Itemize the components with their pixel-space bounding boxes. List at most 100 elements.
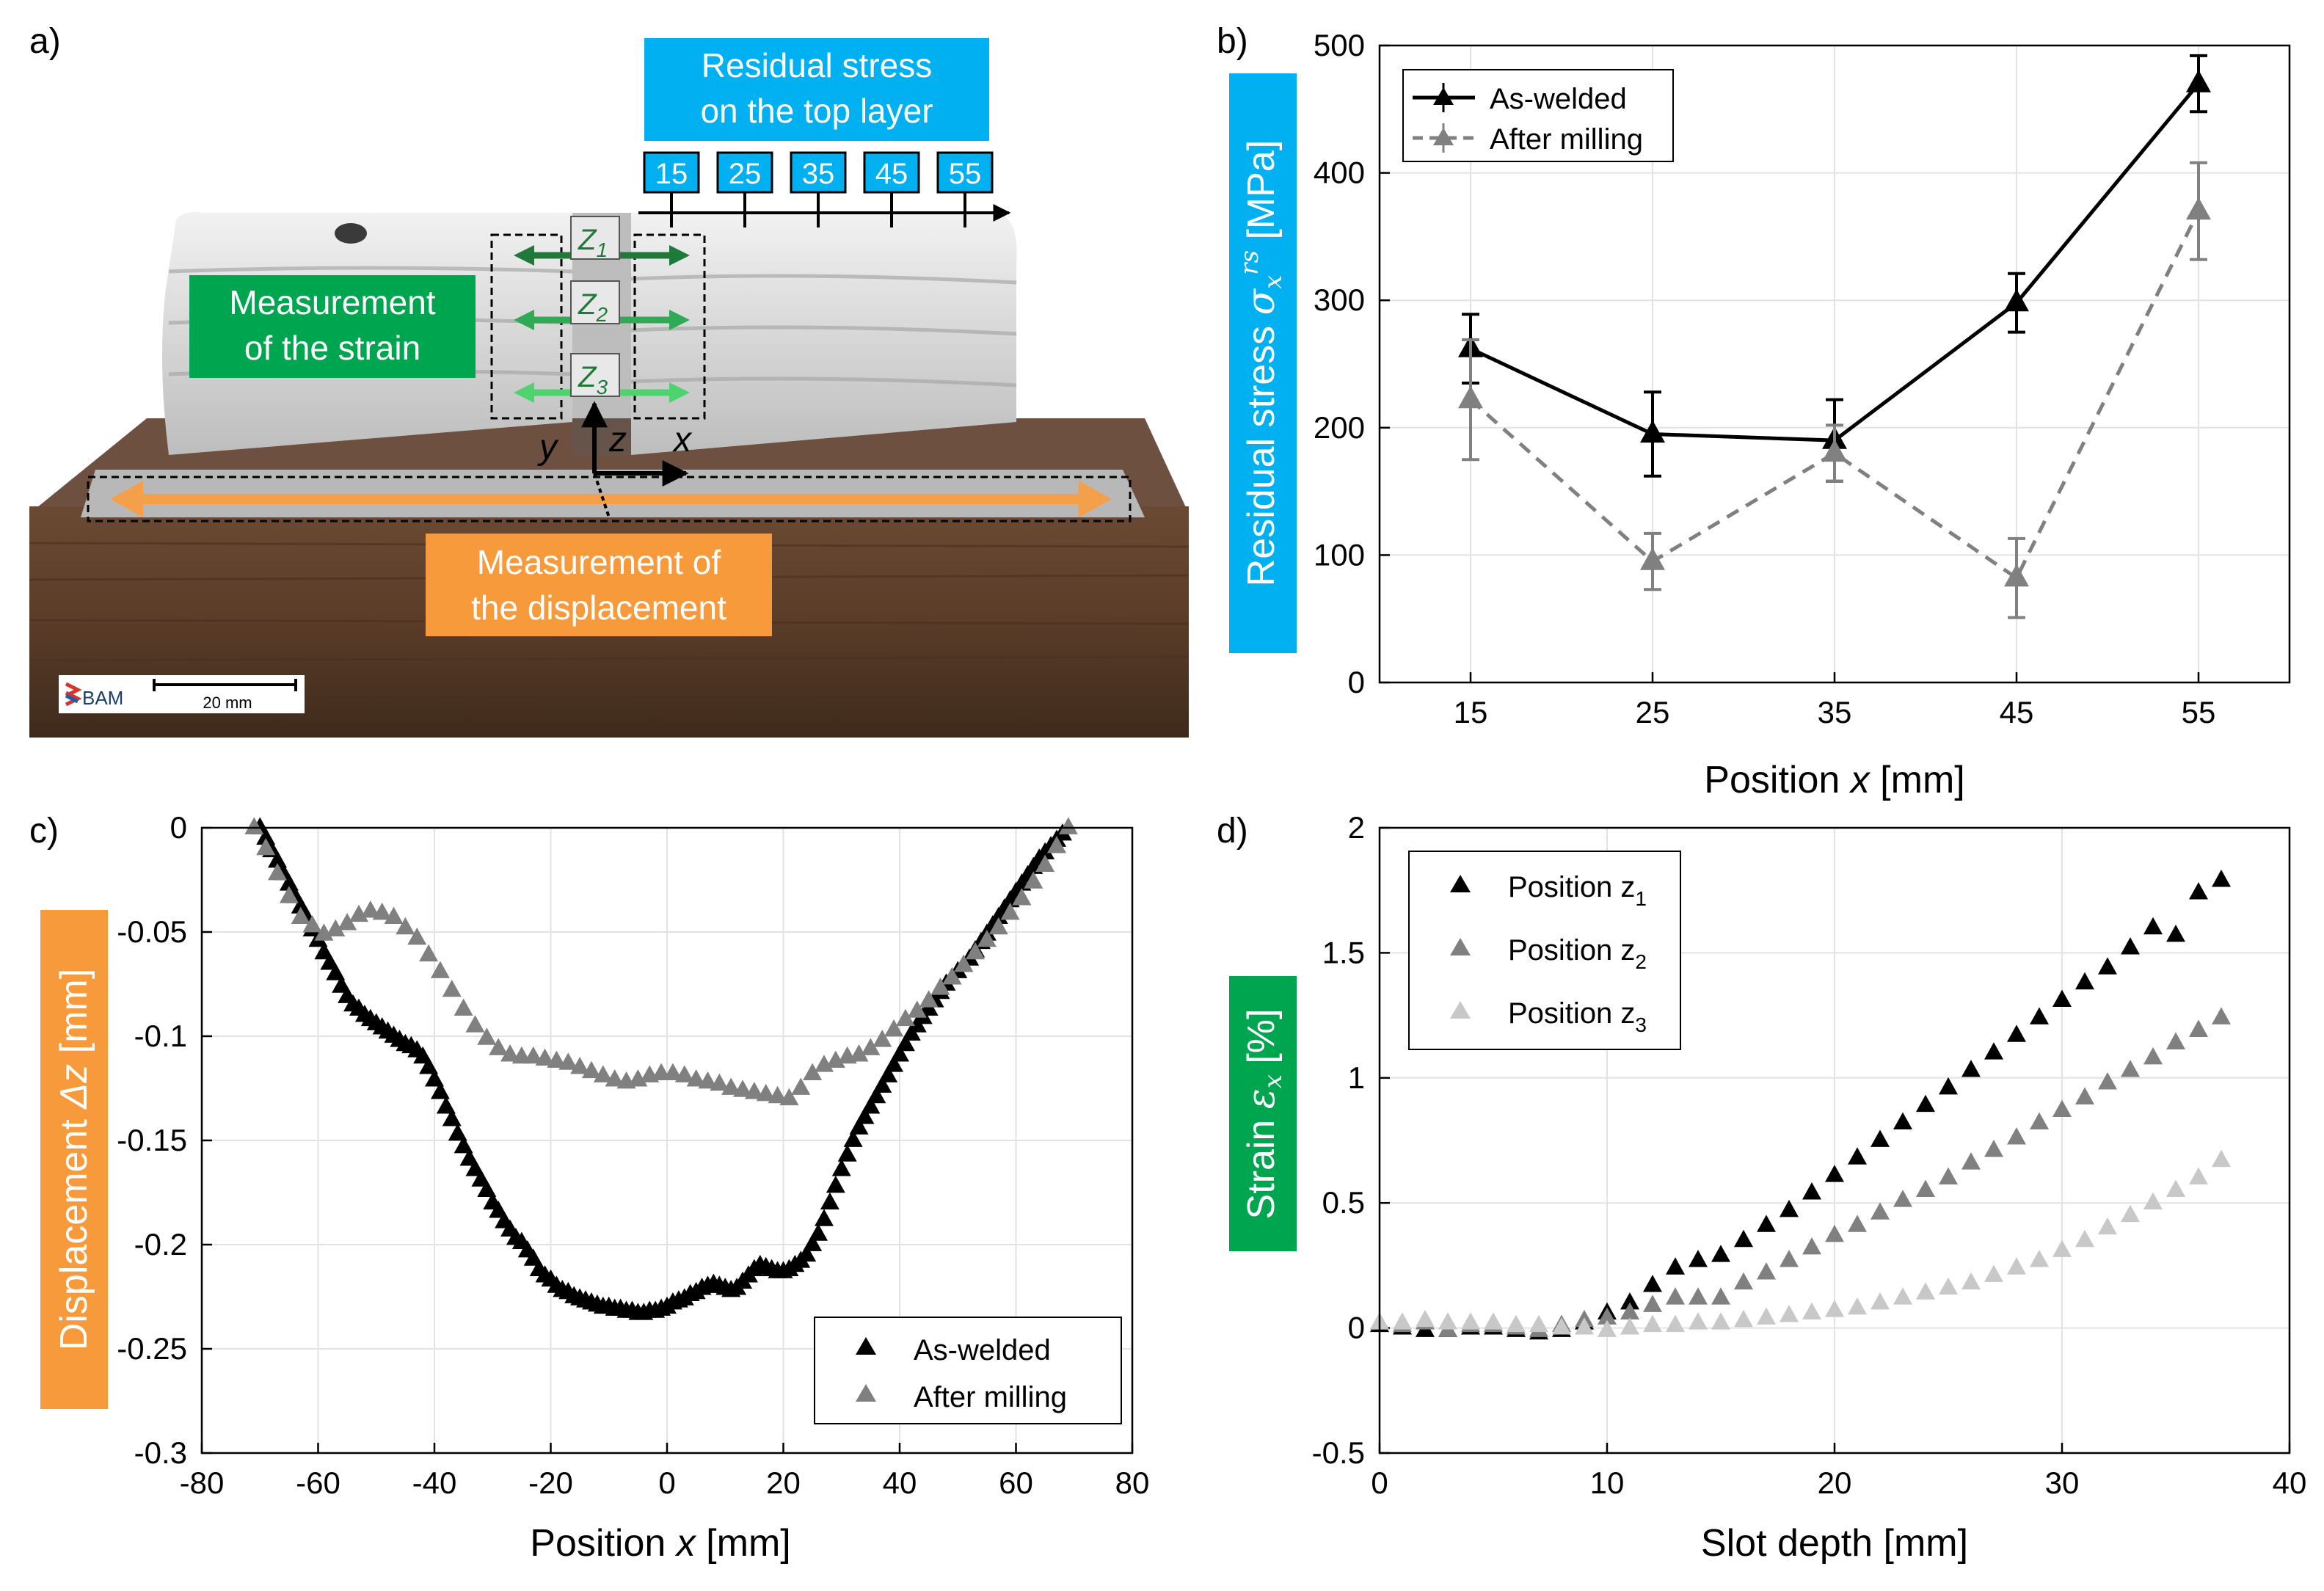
chart-d-point-position-z-2 [2052, 1099, 2072, 1117]
wall-right [631, 213, 1017, 455]
position-box-55: 55 [936, 151, 994, 227]
chart-d-point-position-z-3 [1484, 1312, 1503, 1330]
chart-d-point-position-z-1 [1893, 1112, 1912, 1130]
chart-d-point-position-z-3 [1438, 1312, 1457, 1330]
chart-c-point-after-milling [744, 1082, 764, 1099]
chart-c-ytick-label: 0 [170, 810, 187, 845]
chart-d-point-position-z-2 [1871, 1202, 1890, 1220]
chart-b-legend-as-welded: As-welded [1490, 83, 1627, 115]
chart-c-xtick-label: 40 [883, 1466, 917, 1500]
chart-c-point-after-milling [1035, 854, 1055, 873]
chart-c-point-after-milling [721, 1077, 741, 1095]
chart-d-xtick-label: 30 [2045, 1466, 2080, 1500]
chart-d-point-position-z-3 [2212, 1149, 2231, 1168]
chart-c-point-after-milling [396, 917, 415, 935]
chart-c-point-after-milling [733, 1080, 753, 1097]
chart-d-point-position-z-3 [1711, 1312, 1730, 1330]
chart-d-point-position-z-3 [2075, 1229, 2094, 1248]
chart-c-point-as-welded [803, 1234, 823, 1251]
chart-c-point-after-milling [547, 1050, 567, 1068]
chart-c-point-after-milling [698, 1071, 718, 1089]
svg-text:Displacement Δz [mm]: Displacement Δz [mm] [53, 969, 95, 1350]
chart-d-point-position-z-1 [2189, 882, 2208, 900]
chart-d-point-position-z-1 [1802, 1182, 1821, 1200]
residual-title-line1: Residual stress [702, 46, 932, 84]
chart-d-point-position-z-3 [2007, 1257, 2026, 1275]
chart-c-point-after-milling [535, 1048, 555, 1066]
chart-c-point-after-milling [686, 1069, 706, 1087]
svg-text:Residual stress σxrs [MPa]: Residual stress σxrs [MPa] [1235, 140, 1288, 587]
chart-c-point-as-welded [867, 1085, 886, 1104]
chart-d-ytick-label: 1.5 [1322, 935, 1365, 969]
chart-d-point-position-z-2 [2030, 1112, 2049, 1130]
chart-c-point-as-welded [442, 1109, 462, 1126]
svg-text:45: 45 [875, 158, 908, 190]
chart-d-strain: 0 10 20 30 40-0.500.511.52 Strain εx [%] Slo… [1229, 810, 2306, 1565]
chart-d-point-position-z-1 [1961, 1060, 1981, 1077]
chart-c-point-after-milling [268, 862, 288, 881]
chart-d-ytick-label: 1 [1348, 1060, 1365, 1095]
chart-d-legend-z2: Position z2 [1508, 934, 1647, 973]
chart-c-point-after-milling [500, 1044, 520, 1062]
chart-c-point-after-milling [256, 837, 276, 856]
chart-d-point-position-z-3 [1757, 1307, 1776, 1325]
specimen-photo: Z1 Z2 Z3 y z x Residual stress on the to… [29, 38, 1190, 738]
chart-d-point-position-z-1 [1984, 1042, 2003, 1060]
position-box-35: 35 [790, 151, 847, 227]
chart-c-point-as-welded [843, 1129, 863, 1147]
chart-d-point-position-z-2 [1780, 1250, 1799, 1267]
chart-d-point-position-z-3 [1825, 1300, 1844, 1317]
chart-d-point-position-z-1 [2121, 937, 2140, 955]
chart-d-point-position-z-1 [2075, 972, 2094, 990]
chart-c-point-after-milling [605, 1069, 624, 1087]
strain-label-line2: of the strain [244, 329, 420, 367]
chart-c-point-after-milling [966, 942, 986, 960]
position-box-25: 25 [716, 151, 773, 227]
chart-b-xlabel: Position x [mm] [1704, 759, 1964, 801]
chart-b-point-as-welded [2186, 70, 2211, 92]
chart-c-xtick-label: -20 [528, 1466, 573, 1500]
chart-c-point-after-milling [849, 1044, 869, 1062]
chart-d-point-position-z-2 [1825, 1224, 1844, 1242]
chart-d-legend-z3: Position z3 [1508, 997, 1647, 1036]
chart-c-point-after-milling [1024, 871, 1043, 889]
chart-c-ylabel: Displacement Δz [mm] [40, 910, 108, 1409]
chart-c-point-after-milling [873, 1030, 892, 1047]
panel-label-d: d) [1217, 812, 1248, 851]
chart-c-point-after-milling [291, 906, 310, 925]
chart-b-point-as-welded [1640, 420, 1665, 443]
chart-c-point-after-milling [558, 1052, 578, 1070]
chart-c-point-after-milling [1058, 817, 1078, 834]
chart-b-ytick-label: 0 [1348, 665, 1365, 699]
chart-c-point-as-welded [430, 1082, 450, 1099]
wall-blemish [335, 223, 367, 244]
z2-label: Z2 [570, 280, 620, 326]
chart-d-point-position-z-1 [1939, 1077, 1958, 1095]
chart-c-point-as-welded [477, 1179, 497, 1198]
chart-b-legend: As-welded After milling [1402, 69, 1674, 162]
z1-label: Z1 [570, 216, 620, 261]
chart-d-ytick-label: 2 [1348, 810, 1365, 845]
chart-d-point-position-z-3 [1961, 1272, 1981, 1290]
chart-c-point-as-welded [820, 1192, 839, 1210]
chart-d-point-position-z-2 [1666, 1287, 1685, 1305]
chart-c-point-after-milling [930, 977, 950, 995]
chart-d-point-position-z-1 [1757, 1215, 1776, 1232]
chart-d-point-position-z-2 [1916, 1179, 1935, 1198]
chart-d-point-position-z-2 [2212, 1007, 2231, 1024]
chart-d-point-position-z-3 [1529, 1314, 1548, 1333]
chart-d-point-position-z-2 [1711, 1287, 1730, 1305]
chart-c-point-after-milling [779, 1088, 799, 1106]
chart-d-point-position-z-3 [1643, 1314, 1662, 1333]
chart-d-point-position-z-3 [1734, 1309, 1753, 1328]
bam-logo-text: BAM [82, 687, 123, 709]
chart-d-point-position-z-3 [1598, 1319, 1617, 1337]
chart-d-point-position-z-1 [2007, 1024, 2026, 1042]
chart-d-point-position-z-3 [1620, 1317, 1639, 1335]
chart-c-point-after-milling [372, 902, 392, 920]
chart-d-point-position-z-3 [2143, 1192, 2163, 1210]
chart-b-point-as-welded [2004, 288, 2029, 312]
chart-c-point-after-milling [977, 929, 997, 947]
chart-b-point-after-milling [2186, 197, 2211, 220]
panel-label-a: a) [29, 22, 61, 61]
